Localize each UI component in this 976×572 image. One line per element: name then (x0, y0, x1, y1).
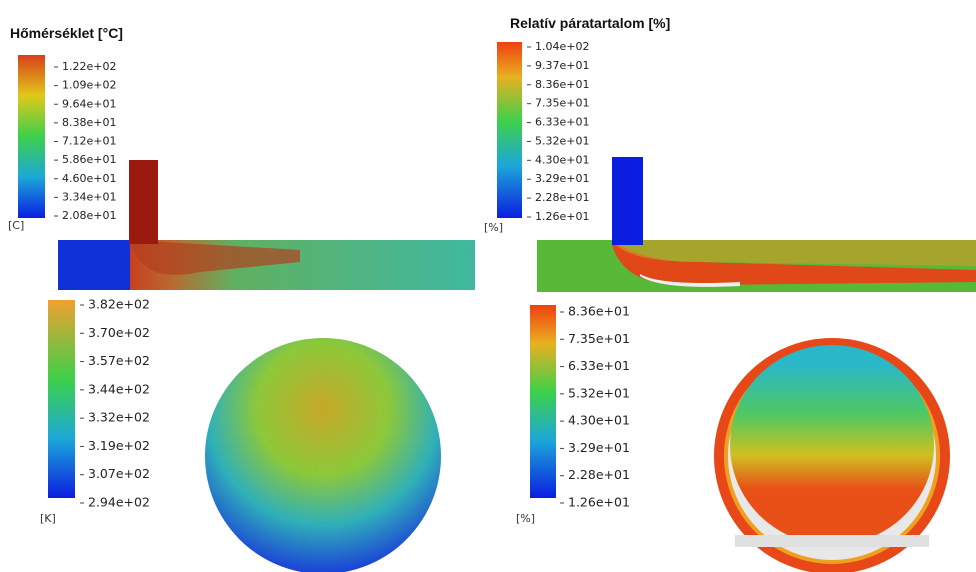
colorbar-label: 1.04e+02 (535, 40, 589, 53)
colorbar-label: 3.57e+02 (88, 353, 150, 368)
colorbar (497, 42, 522, 218)
colorbar-label: 8.36e+01 (568, 304, 630, 319)
colorbar-label: 4.30e+01 (568, 413, 630, 428)
interior (730, 345, 934, 545)
colorbar-label: 6.33e+01 (568, 358, 630, 373)
colorbar-label: 3.07e+02 (88, 466, 150, 481)
pipe-inlet (58, 240, 130, 290)
cross-section (205, 338, 441, 572)
colorbar-label: 9.64e+01 (62, 97, 116, 110)
colorbar-label: 2.94e+02 (88, 495, 150, 510)
colorbar-label: 8.38e+01 (62, 116, 116, 129)
colorbar-label: 3.82e+02 (88, 297, 150, 312)
colorbar-label: 9.37e+01 (535, 59, 589, 72)
colorbar (48, 300, 75, 498)
colorbar-label: 5.86e+01 (62, 153, 116, 166)
title: Hőmérséklet [°C] (10, 25, 123, 41)
colorbar-label: 3.44e+02 (88, 381, 150, 396)
colorbar-label: 3.19e+02 (88, 438, 150, 453)
colorbar-label: 5.32e+01 (568, 385, 630, 400)
colorbar-label: 2.28e+01 (568, 467, 630, 482)
colorbar-label: 7.35e+01 (568, 331, 630, 346)
colorbar-label: 3.70e+02 (88, 325, 150, 340)
colorbar-label: 7.12e+01 (62, 135, 116, 148)
dry-region (735, 535, 929, 547)
colorbar-label: 1.22e+02 (62, 60, 116, 73)
colorbar-label: 2.28e+01 (535, 191, 589, 204)
colorbar-label: 3.34e+01 (62, 190, 116, 203)
colorbar-label: 4.60e+01 (62, 172, 116, 185)
colorbar (18, 55, 45, 218)
colorbar-label: 5.32e+01 (535, 134, 589, 147)
colorbar-label: 2.08e+01 (62, 209, 116, 222)
colorbar-label: 4.30e+01 (535, 153, 589, 166)
colorbar-label: 3.29e+01 (535, 172, 589, 185)
colorbar-label: 8.36e+01 (535, 78, 589, 91)
pipe-vertical (129, 160, 158, 244)
figure: Hőmérséklet [°C] Relatív páratartalom [%… (0, 0, 976, 572)
colorbar-unit: [C] (8, 219, 24, 232)
pipe-vertical (612, 157, 643, 245)
colorbar-unit: [%] (484, 221, 503, 234)
colorbar-label: 1.26e+01 (568, 495, 630, 510)
colorbar-unit: [%] (516, 512, 535, 525)
colorbar-unit: [K] (40, 512, 56, 525)
colorbar-label: 7.35e+01 (535, 97, 589, 110)
colorbar-label: 6.33e+01 (535, 116, 589, 129)
colorbar (530, 305, 556, 498)
colorbar-label: 3.29e+01 (568, 440, 630, 455)
colorbar-label: 3.32e+02 (88, 410, 150, 425)
colorbar-label: 1.09e+02 (62, 79, 116, 92)
title: Relatív páratartalom [%] (510, 15, 670, 31)
colorbar-label: 1.26e+01 (535, 210, 589, 223)
